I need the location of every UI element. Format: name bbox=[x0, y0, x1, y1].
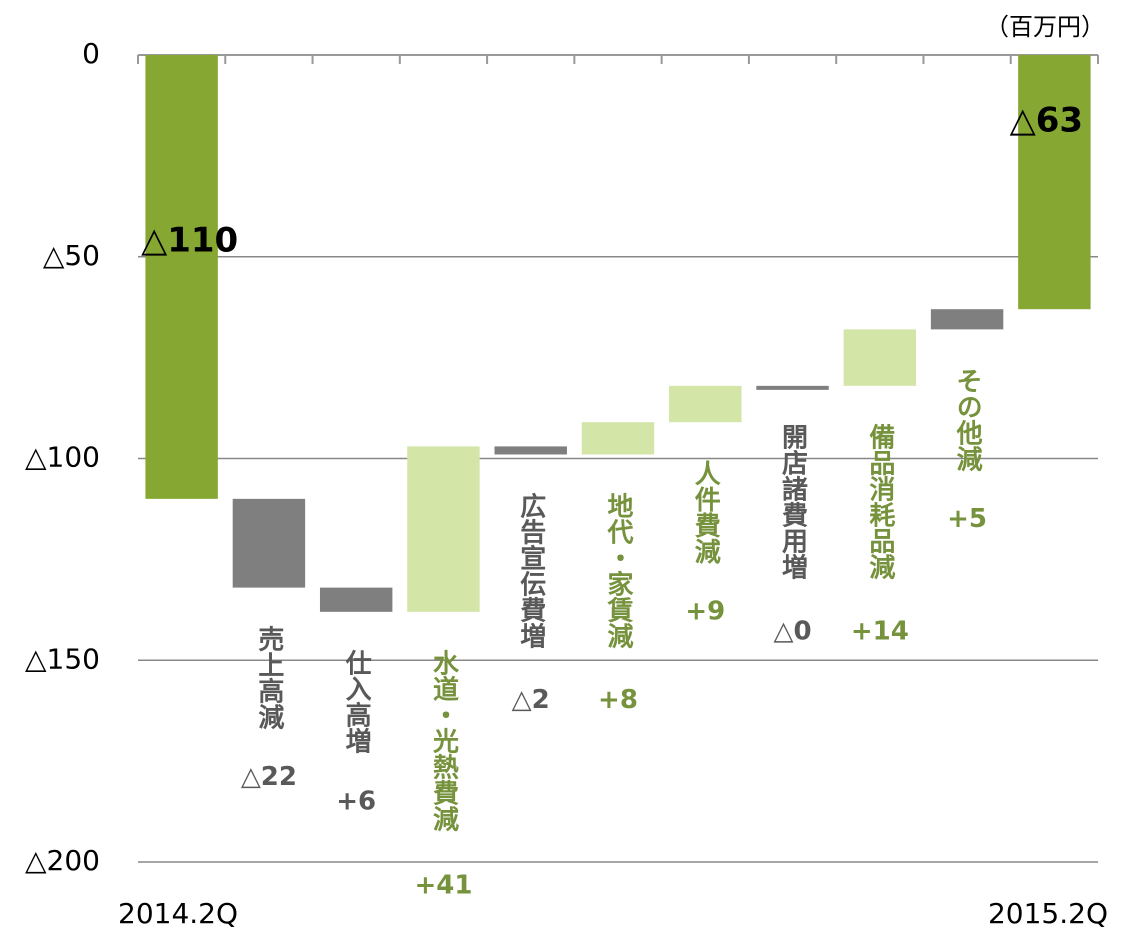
value-label: +5 bbox=[947, 504, 987, 534]
category-label: 地代・家賃減 bbox=[603, 492, 634, 649]
bar bbox=[930, 309, 1004, 330]
bar bbox=[1018, 55, 1091, 310]
y-tick-label: △50 bbox=[43, 239, 100, 272]
value-label: +9 bbox=[685, 597, 725, 627]
bar bbox=[669, 385, 742, 423]
value-label: △2 bbox=[512, 685, 550, 715]
value-label: +6 bbox=[336, 786, 376, 816]
y-tick-label: △150 bbox=[25, 642, 100, 675]
bar bbox=[843, 329, 917, 386]
value-label: △110 bbox=[141, 220, 238, 260]
value-label: △63 bbox=[1010, 101, 1083, 141]
x-tick-label: 2014.2Q bbox=[118, 897, 238, 930]
value-label: △0 bbox=[773, 616, 811, 646]
category-label: 仕入高増 bbox=[341, 650, 372, 754]
category-label: 売上高減 bbox=[254, 626, 284, 731]
x-tick-label: 2015.2Q bbox=[988, 897, 1108, 930]
bar bbox=[407, 446, 480, 612]
bar bbox=[319, 587, 393, 612]
bar bbox=[581, 422, 655, 455]
bar bbox=[756, 385, 829, 390]
category-label: 開店諸費用増 bbox=[778, 424, 808, 580]
category-label: 人件費減 bbox=[690, 460, 720, 565]
unit-label: （百万円） bbox=[985, 13, 1105, 41]
category-label: その他減 bbox=[952, 367, 983, 472]
value-label: △22 bbox=[241, 762, 297, 792]
y-tick-label: △200 bbox=[25, 844, 100, 877]
bar bbox=[232, 498, 306, 588]
category-label: 備品消耗品減 bbox=[865, 423, 895, 581]
bar bbox=[494, 446, 567, 455]
value-label: +41 bbox=[414, 870, 472, 900]
y-tick-label: 0 bbox=[82, 37, 100, 70]
value-label: +8 bbox=[598, 685, 638, 715]
category-label: 広告宣伝費増 bbox=[516, 491, 546, 648]
bar bbox=[145, 55, 218, 499]
value-label: +14 bbox=[851, 616, 909, 646]
y-tick-label: △100 bbox=[25, 441, 100, 474]
category-label: 水道・光熱費減 bbox=[428, 650, 459, 833]
